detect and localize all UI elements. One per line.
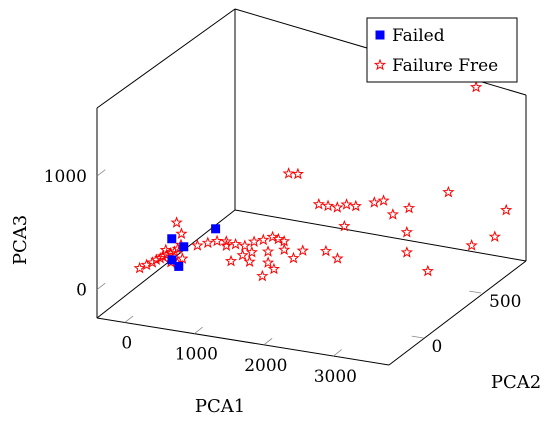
failure-free-point xyxy=(321,199,335,212)
failure-free-point xyxy=(201,236,214,249)
legend-box xyxy=(366,17,518,83)
failure-free-point xyxy=(469,80,483,93)
x-axis-line xyxy=(96,317,390,366)
failure-free-point xyxy=(319,244,333,257)
back-floor-edge xyxy=(234,209,527,262)
x-axis-tick xyxy=(194,326,203,334)
legend: Failed Failure Free xyxy=(366,17,518,83)
z-axis-tick xyxy=(96,169,106,177)
failure-free-point xyxy=(400,246,413,258)
series-Failure Free xyxy=(133,80,513,282)
failure-free-point xyxy=(159,243,172,256)
failure-free-point xyxy=(176,252,189,264)
failure-free-point xyxy=(272,232,285,245)
axis-ticks xyxy=(96,169,482,357)
x-tick-label: 0 xyxy=(121,333,132,353)
failure-free-point xyxy=(133,261,146,274)
failure-free-point xyxy=(257,233,270,246)
failure-free-point xyxy=(349,199,362,212)
x-axis-tick xyxy=(333,349,342,357)
series-Failed xyxy=(167,224,221,271)
y-axis-tick xyxy=(469,290,482,294)
failure-free-point xyxy=(421,264,434,277)
failure-free-point xyxy=(261,256,275,268)
failure-free-point xyxy=(245,245,258,258)
legend-marker-square xyxy=(375,30,385,40)
failure-free-point xyxy=(338,219,351,232)
failure-free-point xyxy=(156,250,169,262)
z-axis-tick xyxy=(96,282,106,290)
failure-free-point xyxy=(168,245,181,257)
failure-free-point xyxy=(224,254,238,267)
failure-free-point xyxy=(400,225,413,238)
failure-free-point xyxy=(331,201,344,213)
failure-free-point xyxy=(291,167,304,180)
failure-free-point xyxy=(278,234,291,247)
x-tick-label: 1000 xyxy=(175,345,218,365)
x-axis-label: PCA1 xyxy=(195,396,245,417)
legend-marker-star xyxy=(373,58,387,71)
y-tick-label: 0 xyxy=(432,337,443,357)
failure-free-point xyxy=(465,239,478,251)
failed-point xyxy=(179,242,189,252)
failure-free-point xyxy=(312,197,325,210)
failure-free-point xyxy=(175,227,188,240)
legend-entry-label: Failed xyxy=(392,26,445,46)
failure-free-point xyxy=(402,201,416,214)
y-axis-label: PCA2 xyxy=(491,372,541,393)
z-tick-label: 1000 xyxy=(44,167,87,187)
data-points xyxy=(133,80,513,282)
failure-free-point xyxy=(386,208,399,220)
failed-point xyxy=(167,255,177,265)
failure-free-point xyxy=(146,256,159,268)
failure-free-point xyxy=(220,235,233,247)
failure-free-point xyxy=(170,216,183,228)
failure-free-point xyxy=(287,251,300,264)
failure-free-point xyxy=(191,239,204,251)
failure-free-point xyxy=(220,239,233,251)
legend-entry-label: Failure Free xyxy=(392,56,498,76)
failure-free-point xyxy=(267,262,281,275)
failure-free-point xyxy=(331,252,344,264)
failure-free-point xyxy=(256,269,269,282)
back-top-left-edge xyxy=(96,8,236,109)
failure-free-point xyxy=(210,234,224,247)
failure-free-point xyxy=(266,230,279,243)
axis-box-front xyxy=(96,95,527,366)
failure-free-point xyxy=(377,194,390,206)
failure-free-point xyxy=(368,196,381,208)
z-tick-label: 0 xyxy=(76,281,87,301)
failure-free-point xyxy=(243,255,256,267)
failure-free-point xyxy=(261,245,275,257)
failure-free-point xyxy=(229,237,242,250)
x-tick-label: 2000 xyxy=(244,356,287,376)
failure-free-point xyxy=(500,203,513,216)
y-axis-tick xyxy=(411,335,424,339)
y-axis-line xyxy=(388,260,527,366)
failure-free-point xyxy=(164,246,177,259)
failure-free-point xyxy=(150,253,163,266)
failure-free-point xyxy=(278,243,291,256)
x-axis-tick xyxy=(263,338,273,346)
z-axis-label: PCA3 xyxy=(10,215,31,265)
failure-free-point xyxy=(282,167,295,179)
failure-free-point xyxy=(442,185,455,198)
x-axis-tick xyxy=(124,315,134,323)
failed-point xyxy=(167,234,177,244)
failed-point xyxy=(211,224,221,234)
failure-free-point xyxy=(296,244,309,256)
y-tick-label: 500 xyxy=(489,292,521,312)
failure-free-point xyxy=(488,230,501,242)
tick-labels: 0 1000 2000 3000 0 500 0 1000 xyxy=(44,167,522,387)
failure-free-point xyxy=(340,198,353,210)
failure-free-point xyxy=(238,239,251,252)
x-tick-label: 3000 xyxy=(314,367,357,387)
failed-point xyxy=(174,261,184,271)
failure-free-point xyxy=(236,248,249,261)
failure-free-point xyxy=(247,235,261,247)
